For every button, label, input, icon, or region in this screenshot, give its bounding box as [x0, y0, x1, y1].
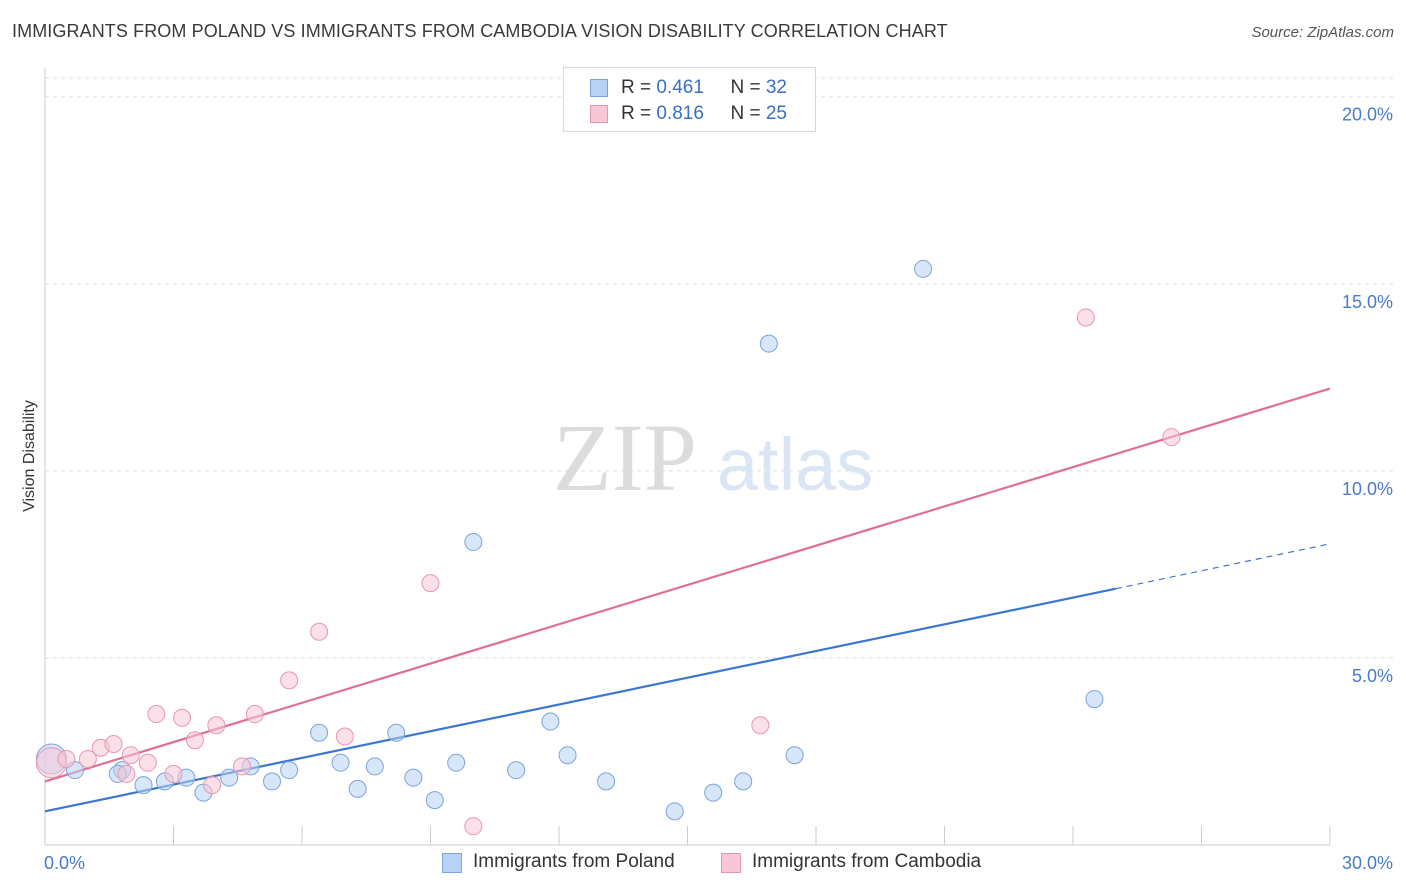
y-axis-title: Vision Disability [21, 400, 38, 512]
source-credit: Source: ZipAtlas.com [1251, 24, 1394, 41]
gridlines [45, 77, 1395, 659]
poland-trendline-extension [1115, 543, 1331, 590]
chart-title: IMMIGRANTS FROM POLAND VS IMMIGRANTS FRO… [12, 21, 948, 41]
poland-point [665, 802, 684, 821]
poland-point [280, 761, 299, 780]
bottom-cambodia-label: Immigrants from Cambodia [752, 851, 982, 872]
cambodia-point [164, 764, 183, 783]
poland-r-label: R = [621, 77, 657, 98]
y-tick-label: 15.0% [1342, 292, 1393, 312]
cambodia-point [104, 734, 123, 753]
cambodia-point [233, 757, 252, 776]
cambodia-point [117, 764, 136, 783]
bottom-poland-swatch [442, 853, 462, 873]
poland-point [759, 334, 778, 353]
cambodia-swatch [590, 105, 608, 123]
cambodia-point [1076, 308, 1095, 327]
cambodia-point [464, 817, 483, 836]
poland-point [558, 746, 577, 765]
poland-point [220, 768, 239, 787]
cambodia-point [280, 671, 299, 690]
poland-point [1085, 690, 1104, 709]
watermark: ZIP atlas [553, 404, 873, 511]
cambodia-point [245, 705, 264, 724]
y-tick-label: 20.0% [1342, 105, 1393, 125]
poland-swatch [590, 79, 608, 97]
poland-point [365, 757, 384, 776]
cambodia-point [78, 749, 97, 768]
poland-point [425, 791, 444, 810]
bottom-poland-label: Immigrants from Poland [473, 851, 675, 872]
poland-point [387, 723, 406, 742]
watermark-atlas: atlas [717, 423, 873, 506]
cambodia-point [185, 731, 204, 750]
poland-point [507, 761, 526, 780]
axes [44, 68, 1331, 846]
poland-point [348, 779, 367, 798]
poland-point [597, 772, 616, 791]
cambodia-r-value: 0.816 [656, 103, 704, 124]
correlation-legend: R = 0.461 N = 32 R = 0.816 N = 25 [563, 67, 816, 132]
poland-point [310, 723, 329, 742]
tick-labels: 5.0% 10.0% 15.0% 20.0% 0.0% 30.0% [44, 105, 1393, 873]
poland-n-value: 32 [765, 77, 787, 98]
cambodia-point [147, 705, 166, 724]
cambodia-point [173, 708, 192, 727]
cambodia-point [207, 716, 226, 735]
poland-point [914, 259, 933, 278]
poland-point [704, 783, 723, 802]
poland-point [263, 772, 282, 791]
cambodia-r-label: R = [621, 103, 657, 124]
poland-point [464, 532, 483, 551]
poland-trendline [44, 587, 1117, 813]
poland-point [785, 746, 804, 765]
cambodia-n-label: N = [730, 103, 766, 124]
y-tick-label: 5.0% [1352, 666, 1393, 686]
poland-point [331, 753, 350, 772]
cambodia-n-value: 25 [765, 103, 787, 124]
poland-point [447, 753, 466, 772]
poland-point [734, 772, 753, 791]
cambodia-point [121, 746, 140, 765]
cambodia-point [421, 574, 440, 593]
poland-r-value: 0.461 [656, 77, 704, 98]
bottom-cambodia-swatch [721, 853, 741, 873]
cambodia-point [751, 716, 770, 735]
data-points [35, 259, 1181, 836]
cambodia-point [203, 776, 222, 795]
cambodia-point [335, 727, 354, 746]
cambodia-point [138, 753, 157, 772]
poland-point [541, 712, 560, 731]
x-tick-label-max: 30.0% [1342, 853, 1393, 873]
poland-n-label: N = [730, 77, 766, 98]
cambodia-point [57, 749, 76, 768]
poland-point [404, 768, 423, 787]
x-tick-label-min: 0.0% [44, 853, 85, 873]
watermark-zip: ZIP [553, 404, 697, 511]
y-tick-label: 10.0% [1342, 479, 1393, 499]
cambodia-point [1162, 428, 1181, 447]
cambodia-point [310, 622, 329, 641]
poland-point [134, 776, 153, 795]
